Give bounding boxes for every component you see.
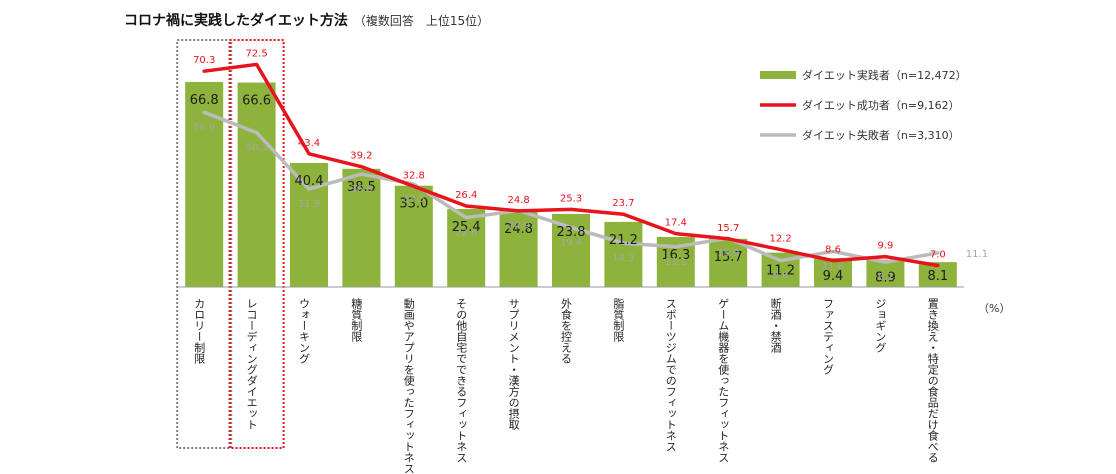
bar-value-label: 21.2	[609, 233, 638, 248]
success-value-label: 17.4	[665, 218, 687, 229]
bar-value-label: 66.6	[242, 94, 271, 109]
failure-value-label: 31.9	[298, 199, 320, 210]
bar-value-label: 8.1	[927, 269, 948, 284]
chart-subtitle: （複数回答 上位15位）	[353, 14, 490, 28]
bar-value-label: 11.2	[766, 264, 795, 279]
category-label: 断酒・禁酒	[769, 297, 782, 354]
success-value-label: 9.9	[877, 241, 893, 252]
success-value-label: 32.8	[403, 170, 425, 181]
failure-value-label: 50.3	[245, 143, 267, 154]
category-label: スポーツジムでのフィットネス	[664, 298, 677, 452]
bar-value-label: 16.3	[661, 248, 690, 263]
category-label: ジョギング	[874, 298, 887, 353]
success-value-label: 72.5	[245, 48, 267, 59]
failure-value-label: 24.9	[507, 221, 529, 232]
bar	[604, 221, 643, 287]
failure-value-label: 56.9	[193, 122, 215, 133]
success-value-label: 8.6	[825, 245, 841, 256]
failure-value-label: 22.6	[455, 228, 477, 239]
chart-title: コロナ禍に実践したダイエット方法	[124, 13, 348, 29]
category-label: 置き換え・特定の食品だけ食べる	[926, 298, 939, 463]
failure-value-label: 14.3	[612, 253, 634, 264]
chart-title-area: コロナ禍に実践したダイエット方法 （複数回答 上位15位）	[124, 10, 489, 30]
failure-value-label: 13.1	[665, 257, 687, 268]
failure-value-label: 8.6	[773, 271, 789, 282]
success-value-label: 26.4	[455, 190, 477, 201]
success-value-label: 12.2	[769, 234, 791, 245]
category-label: レコーディングダイエット	[245, 298, 258, 430]
bar-value-label: 33.0	[399, 197, 428, 212]
failure-value-label: 33.5	[403, 194, 425, 205]
bar	[866, 259, 905, 287]
category-label: 外食を控える	[560, 298, 573, 364]
line-series	[202, 62, 940, 268]
failure-value-label: 36.8	[350, 184, 372, 195]
category-label: サプリメント・漢方の摂取	[507, 298, 520, 431]
bar-value-label: 25.4	[452, 220, 481, 235]
bar-value-label: 66.8	[190, 93, 219, 108]
bar	[499, 210, 538, 287]
success-value-label: 24.8	[507, 195, 529, 206]
category-label: 動画やアプリを使ったフィットネス	[402, 297, 415, 474]
failure-series-line	[202, 110, 940, 264]
bar-value-label: 38.5	[347, 180, 376, 195]
legend-label: ダイエット失敗者（n=3,310）	[802, 128, 960, 142]
success-value-label: 25.3	[560, 193, 582, 204]
success-value-label: 7.0	[930, 250, 946, 261]
category-label: 脂質制限	[612, 297, 625, 342]
success-series-line	[202, 62, 940, 268]
bar-value-label: 15.7	[714, 250, 743, 265]
bar-value-label: 24.8	[504, 222, 533, 237]
highlight-box-1	[176, 39, 233, 449]
bar-value-label: 23.8	[557, 225, 586, 240]
success-value-label: 23.7	[612, 198, 634, 209]
highlight-boxes	[176, 39, 285, 449]
highlight-box-2	[228, 39, 285, 449]
success-value-label: 39.2	[350, 151, 372, 162]
failure-value-label: 11.1	[966, 249, 988, 260]
category-label: その他自宅でできるフィットネス	[455, 298, 468, 463]
category-labels: カロリー制限 レコーディングダイエット ウォーキング 糖質制限 動画やアプリを使ったフィ…	[193, 297, 940, 474]
failure-value-label: 15.9	[717, 248, 739, 259]
category-label: 糖質制限	[350, 297, 363, 342]
category-label: ファスティング	[822, 298, 835, 375]
bar	[342, 168, 381, 287]
failure-value-label: 11.6	[822, 261, 844, 272]
category-label: ゲーム機器を使ったフィットネス	[717, 298, 730, 463]
bar	[814, 258, 852, 287]
bar	[237, 82, 276, 288]
bar-value-label: 8.9	[875, 271, 896, 286]
category-label: ウォーキング	[298, 298, 311, 364]
failure-value-label: 8.1	[877, 272, 893, 283]
bar	[394, 185, 433, 287]
legend: ダイエット実践者（n=12,472） ダイエット成功者（n=9,162） ダイエット…	[760, 68, 967, 142]
bar-value-label: 40.4	[295, 174, 324, 189]
bar	[709, 238, 748, 287]
unit-label: （%）	[978, 302, 1010, 315]
data-labels: 66.8 66.6 40.4 38.5 33.0 25.4 24.8 23.8 21.2 16.3…	[190, 48, 988, 285]
success-value-label: 15.7	[717, 223, 739, 234]
bar	[447, 209, 486, 287]
legend-label: ダイエット成功者（n=9,162）	[802, 98, 960, 112]
success-value-label: 70.3	[193, 55, 215, 66]
category-label: カロリー制限	[193, 298, 206, 364]
failure-value-label: 19.4	[560, 237, 582, 248]
success-value-label: 43.4	[298, 138, 320, 149]
legend-swatch	[760, 71, 796, 79]
bar-value-label: 9.4	[823, 269, 844, 284]
legend-label: ダイエット実践者（n=12,472）	[802, 68, 967, 82]
